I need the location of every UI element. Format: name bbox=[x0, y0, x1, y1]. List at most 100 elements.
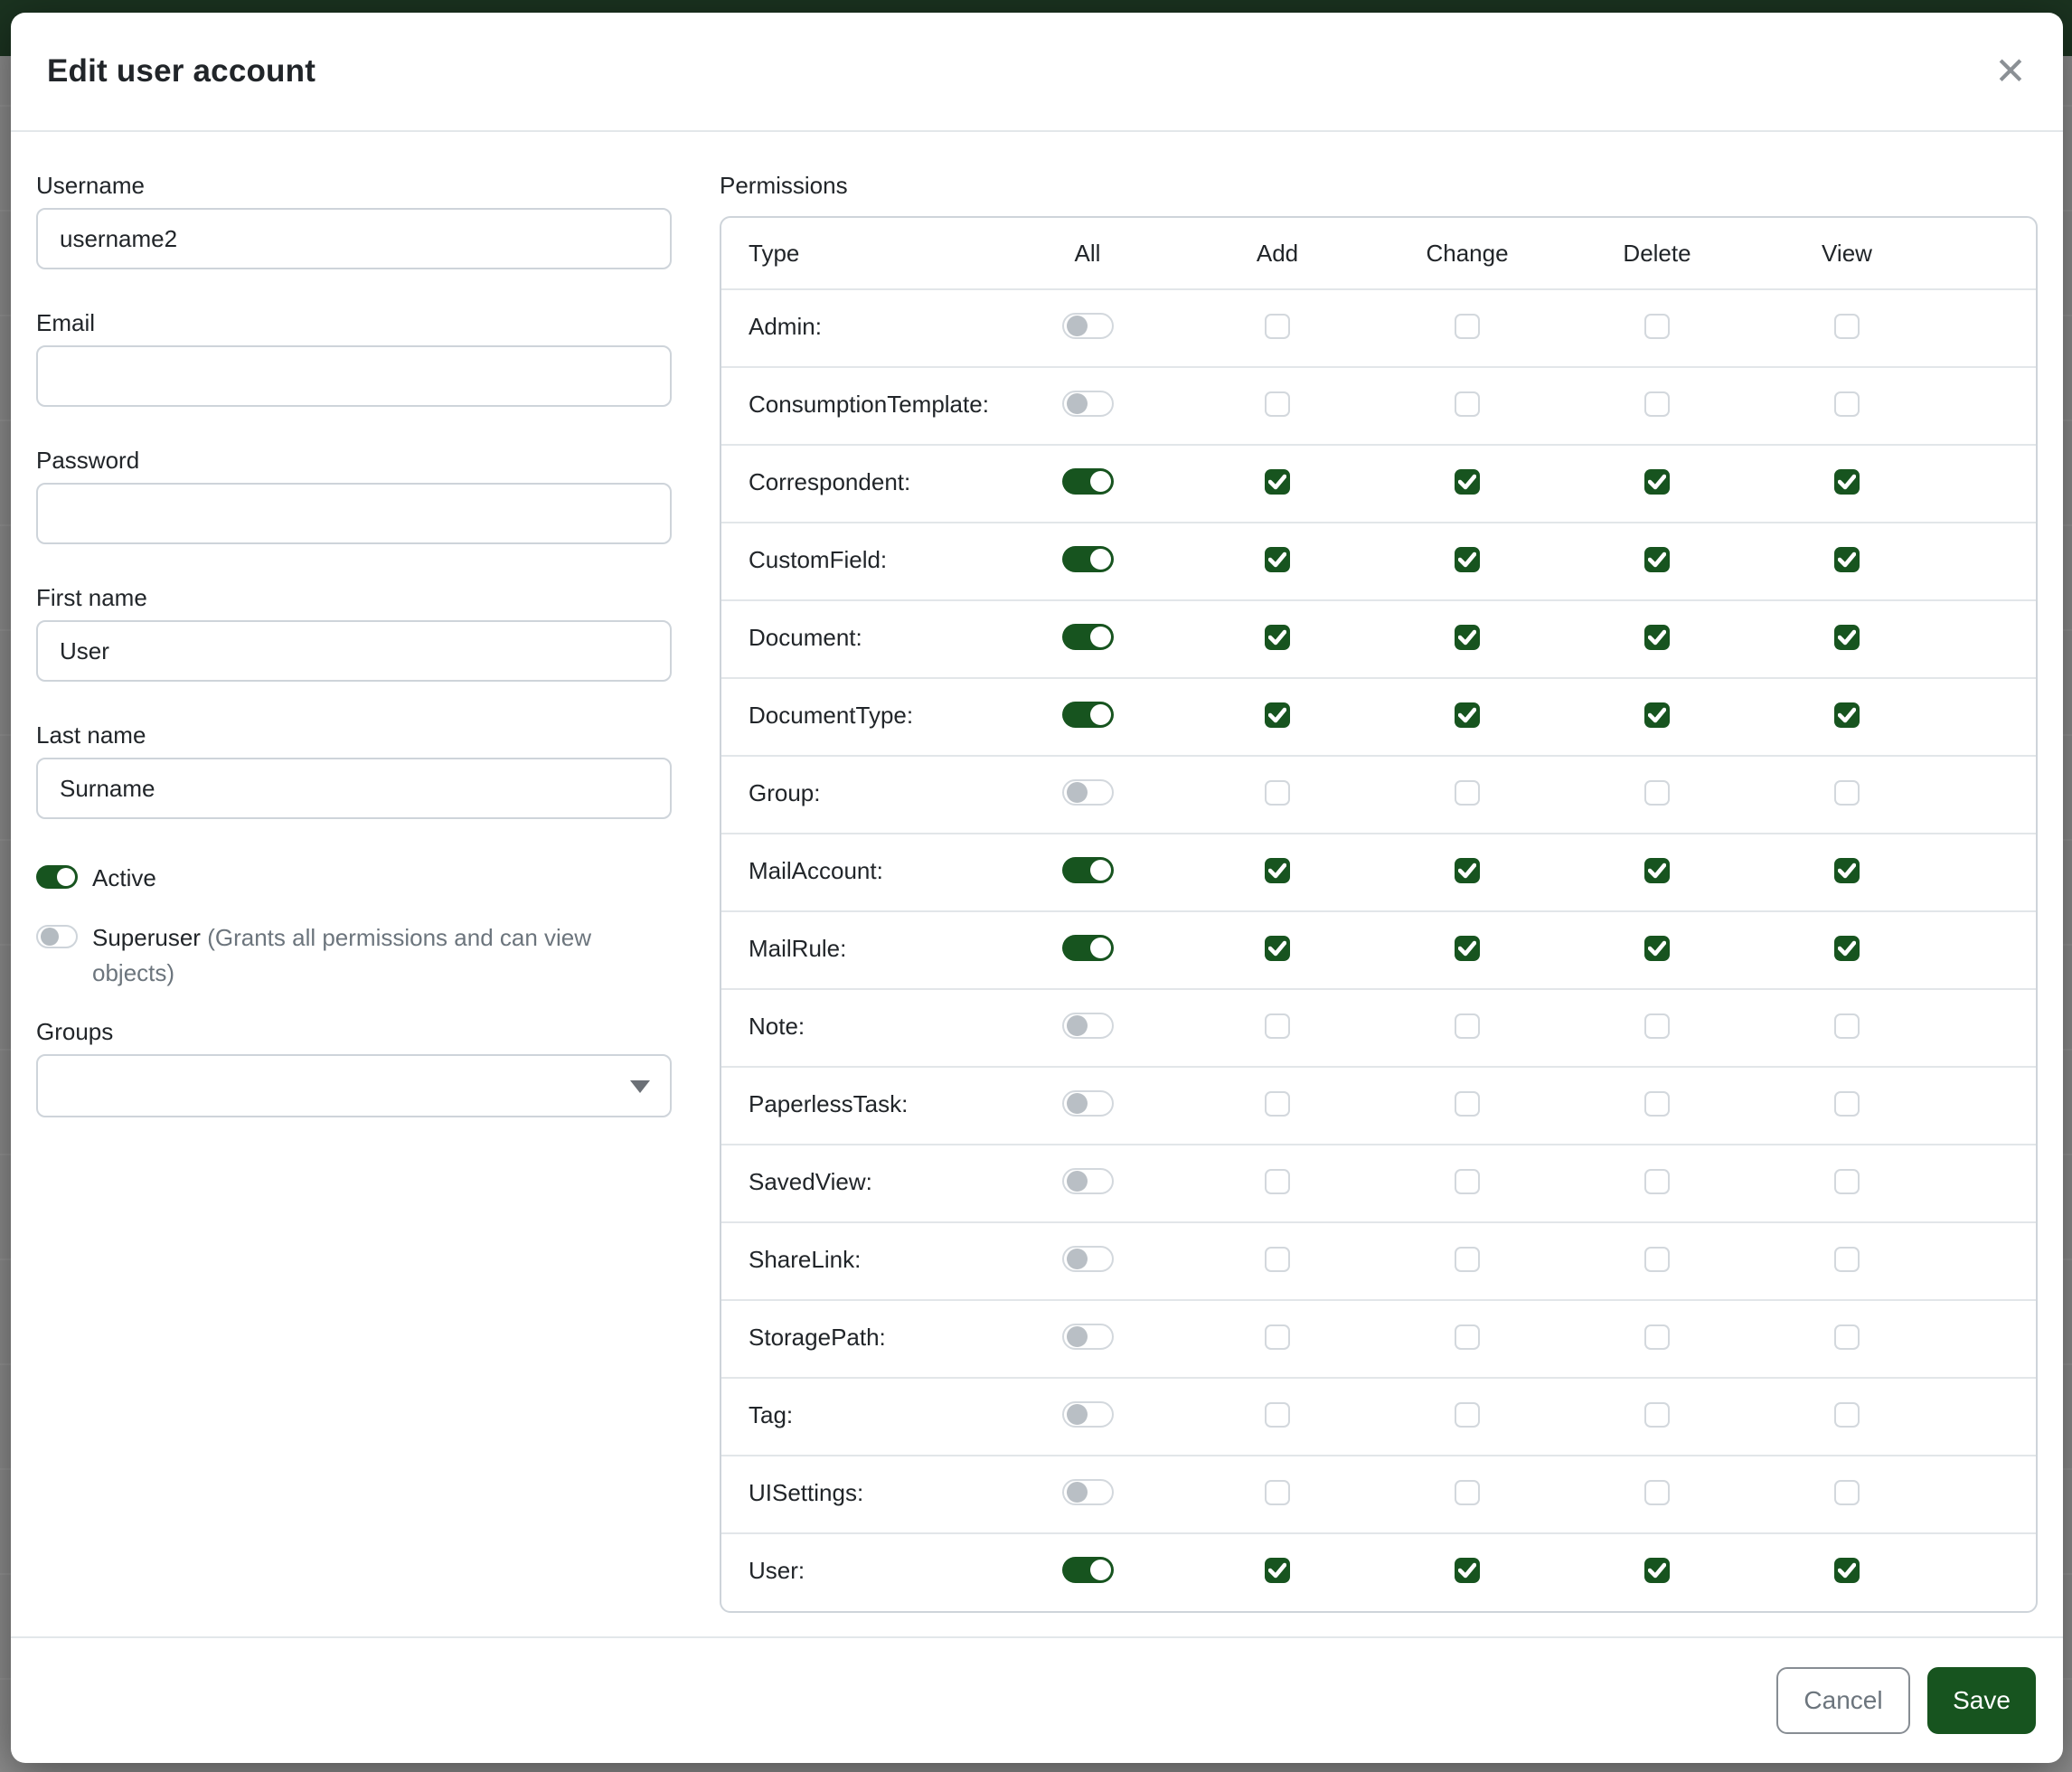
permission-delete-checkbox[interactable] bbox=[1644, 391, 1670, 417]
permission-view-checkbox[interactable] bbox=[1834, 469, 1860, 495]
permission-all-toggle[interactable] bbox=[1061, 935, 1114, 961]
permission-add-checkbox[interactable] bbox=[1265, 469, 1290, 495]
permission-change-checkbox[interactable] bbox=[1455, 936, 1480, 961]
permission-all-toggle[interactable] bbox=[1061, 1090, 1114, 1117]
permission-all-toggle[interactable] bbox=[1061, 1324, 1114, 1350]
permission-delete-checkbox[interactable] bbox=[1644, 1169, 1670, 1194]
permission-view-checkbox[interactable] bbox=[1834, 314, 1860, 339]
permission-delete-checkbox[interactable] bbox=[1644, 858, 1670, 883]
permission-add-checkbox[interactable] bbox=[1265, 314, 1290, 339]
permission-view-checkbox[interactable] bbox=[1834, 1324, 1860, 1350]
permission-all-toggle[interactable] bbox=[1061, 1557, 1114, 1583]
permission-view-checkbox[interactable] bbox=[1834, 780, 1860, 806]
permission-change-checkbox[interactable] bbox=[1455, 1402, 1480, 1428]
permission-delete-checkbox[interactable] bbox=[1644, 702, 1670, 728]
permission-add-checkbox[interactable] bbox=[1265, 391, 1290, 417]
permission-all-toggle[interactable] bbox=[1061, 391, 1114, 417]
permission-all-toggle[interactable] bbox=[1061, 779, 1114, 806]
permission-delete-checkbox[interactable] bbox=[1644, 1402, 1670, 1428]
permission-type-label: ConsumptionTemplate: bbox=[721, 366, 993, 445]
permission-view-checkbox[interactable] bbox=[1834, 625, 1860, 650]
permission-add-checkbox[interactable] bbox=[1265, 1091, 1290, 1117]
active-toggle[interactable] bbox=[36, 865, 78, 889]
permission-row: Group: bbox=[721, 755, 2036, 834]
permission-add-checkbox[interactable] bbox=[1265, 1480, 1290, 1505]
permission-add-checkbox[interactable] bbox=[1265, 780, 1290, 806]
permission-all-toggle[interactable] bbox=[1061, 702, 1114, 728]
permission-change-checkbox[interactable] bbox=[1455, 1480, 1480, 1505]
permission-delete-checkbox[interactable] bbox=[1644, 1480, 1670, 1505]
permission-change-checkbox[interactable] bbox=[1455, 314, 1480, 339]
permission-add-checkbox[interactable] bbox=[1265, 702, 1290, 728]
permission-delete-checkbox[interactable] bbox=[1644, 780, 1670, 806]
permission-add-checkbox[interactable] bbox=[1265, 625, 1290, 650]
permission-view-checkbox[interactable] bbox=[1834, 936, 1860, 961]
permission-add-checkbox[interactable] bbox=[1265, 936, 1290, 961]
permission-all-toggle[interactable] bbox=[1061, 313, 1114, 339]
permission-view-checkbox[interactable] bbox=[1834, 1558, 1860, 1583]
permission-add-checkbox[interactable] bbox=[1265, 1247, 1290, 1272]
permission-add-checkbox[interactable] bbox=[1265, 1169, 1290, 1194]
permission-add-checkbox[interactable] bbox=[1265, 1013, 1290, 1039]
permission-add-checkbox[interactable] bbox=[1265, 1402, 1290, 1428]
permission-change-checkbox[interactable] bbox=[1455, 780, 1480, 806]
permission-all-toggle[interactable] bbox=[1061, 1479, 1114, 1505]
permission-change-checkbox[interactable] bbox=[1455, 858, 1480, 883]
permissions-header-row: Type All Add Change Delete View bbox=[721, 218, 2036, 289]
permission-change-checkbox[interactable] bbox=[1455, 625, 1480, 650]
close-icon[interactable]: ✕ bbox=[1985, 46, 2036, 97]
permission-all-toggle[interactable] bbox=[1061, 857, 1114, 883]
permission-view-checkbox[interactable] bbox=[1834, 858, 1860, 883]
permission-view-checkbox[interactable] bbox=[1834, 1402, 1860, 1428]
permission-change-checkbox[interactable] bbox=[1455, 1247, 1480, 1272]
permission-add-checkbox[interactable] bbox=[1265, 1324, 1290, 1350]
permission-add-checkbox[interactable] bbox=[1265, 1558, 1290, 1583]
permission-change-checkbox[interactable] bbox=[1455, 702, 1480, 728]
permission-all-toggle[interactable] bbox=[1061, 1168, 1114, 1194]
permission-view-checkbox[interactable] bbox=[1834, 1091, 1860, 1117]
permission-all-toggle[interactable] bbox=[1061, 1401, 1114, 1428]
permission-add-checkbox[interactable] bbox=[1265, 858, 1290, 883]
permission-view-checkbox[interactable] bbox=[1834, 1247, 1860, 1272]
permission-all-toggle[interactable] bbox=[1061, 546, 1114, 572]
groups-select[interactable] bbox=[36, 1054, 672, 1117]
permission-delete-checkbox[interactable] bbox=[1644, 469, 1670, 495]
permission-delete-checkbox[interactable] bbox=[1644, 314, 1670, 339]
permission-delete-checkbox[interactable] bbox=[1644, 625, 1670, 650]
superuser-toggle[interactable] bbox=[36, 925, 78, 948]
permission-change-checkbox[interactable] bbox=[1455, 1013, 1480, 1039]
permission-change-checkbox[interactable] bbox=[1455, 1324, 1480, 1350]
permission-delete-checkbox[interactable] bbox=[1644, 936, 1670, 961]
permission-view-checkbox[interactable] bbox=[1834, 391, 1860, 417]
permission-all-toggle[interactable] bbox=[1061, 1246, 1114, 1272]
permission-view-checkbox[interactable] bbox=[1834, 1169, 1860, 1194]
permission-view-checkbox[interactable] bbox=[1834, 702, 1860, 728]
permission-change-checkbox[interactable] bbox=[1455, 1091, 1480, 1117]
permission-delete-checkbox[interactable] bbox=[1644, 547, 1670, 572]
permission-change-checkbox[interactable] bbox=[1455, 391, 1480, 417]
permission-delete-checkbox[interactable] bbox=[1644, 1013, 1670, 1039]
permission-delete-checkbox[interactable] bbox=[1644, 1558, 1670, 1583]
cancel-button[interactable]: Cancel bbox=[1776, 1667, 1910, 1734]
permission-change-checkbox[interactable] bbox=[1455, 1169, 1480, 1194]
permission-add-checkbox[interactable] bbox=[1265, 547, 1290, 572]
permission-view-checkbox[interactable] bbox=[1834, 1480, 1860, 1505]
permission-change-checkbox[interactable] bbox=[1455, 469, 1480, 495]
permission-view-checkbox[interactable] bbox=[1834, 1013, 1860, 1039]
permission-view-checkbox[interactable] bbox=[1834, 547, 1860, 572]
permission-change-checkbox[interactable] bbox=[1455, 547, 1480, 572]
save-button[interactable]: Save bbox=[1927, 1667, 2036, 1734]
last-name-field[interactable] bbox=[36, 758, 672, 819]
permission-delete-checkbox[interactable] bbox=[1644, 1247, 1670, 1272]
permission-delete-checkbox[interactable] bbox=[1644, 1324, 1670, 1350]
username-input[interactable] bbox=[36, 208, 672, 269]
permission-change-checkbox[interactable] bbox=[1455, 1558, 1480, 1583]
permission-all-toggle[interactable] bbox=[1061, 1013, 1114, 1039]
permission-type-label: MailRule: bbox=[721, 910, 993, 989]
permission-delete-checkbox[interactable] bbox=[1644, 1091, 1670, 1117]
first-name-field[interactable] bbox=[36, 620, 672, 682]
email-field[interactable] bbox=[36, 345, 672, 407]
permission-all-toggle[interactable] bbox=[1061, 624, 1114, 650]
permission-all-toggle[interactable] bbox=[1061, 468, 1114, 495]
password-field[interactable] bbox=[36, 483, 672, 544]
